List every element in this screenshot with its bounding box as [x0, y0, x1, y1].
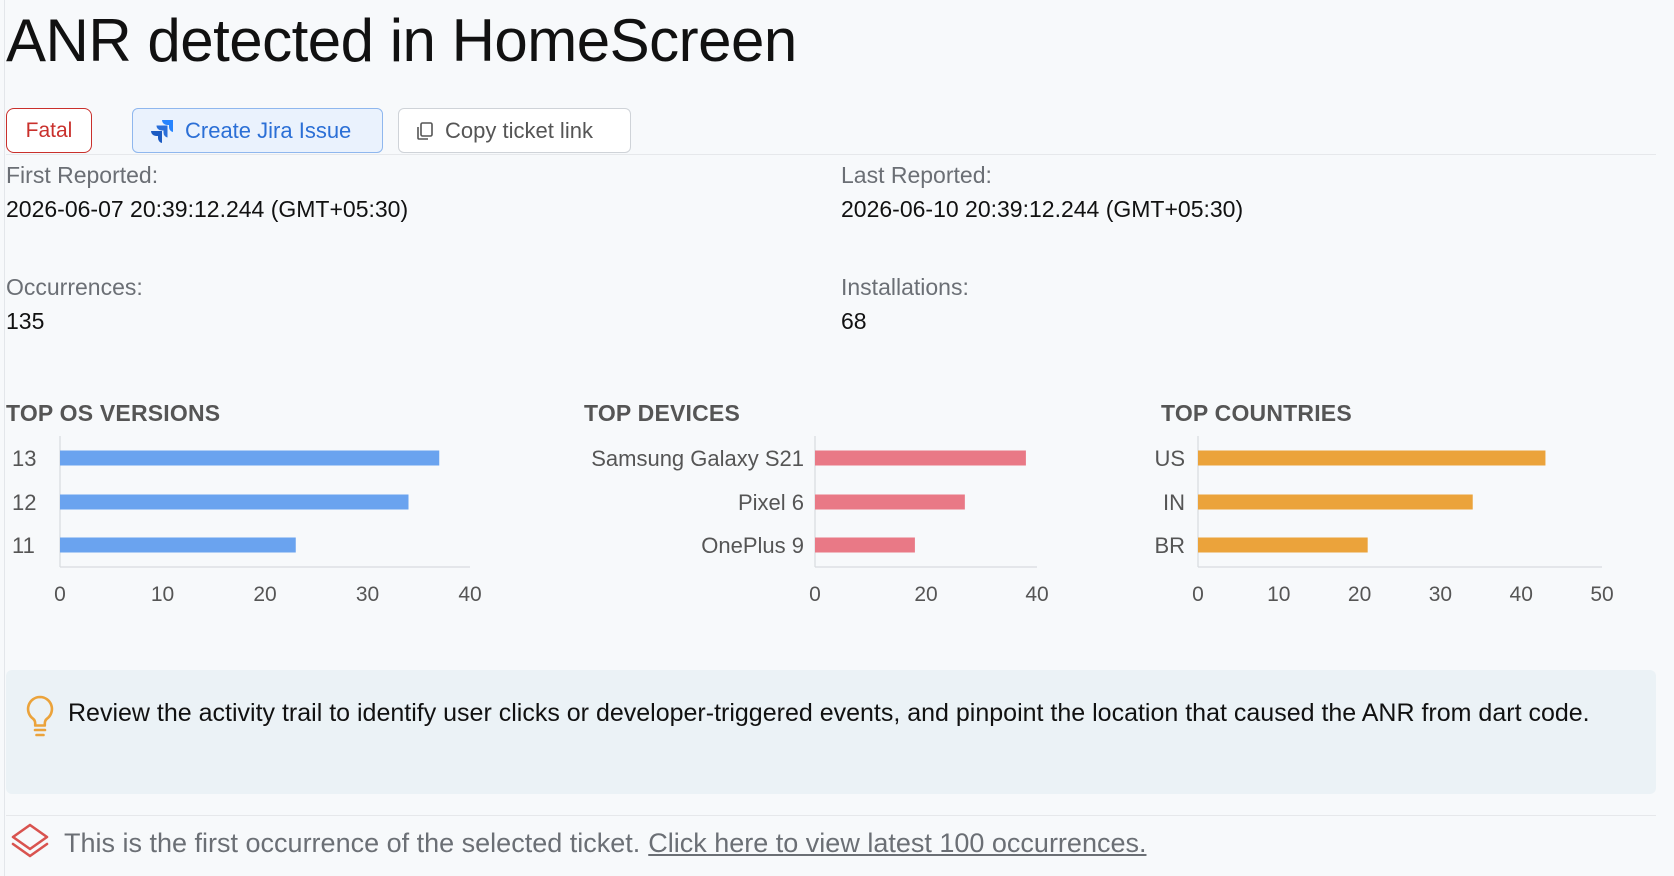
- category-label-0: US: [1154, 446, 1185, 471]
- os-versions-chart: 13 12 11 0 10 20 30 40: [12, 436, 482, 606]
- jira-icon: [151, 119, 173, 143]
- x-tick-label-4: 40: [458, 583, 481, 606]
- bar-1: [1198, 494, 1473, 510]
- x-tick-label-0: 0: [809, 583, 821, 606]
- x-tick-label-3: 30: [1429, 583, 1452, 606]
- copy-icon: [417, 121, 433, 140]
- action-bar: Fatal Create Jira Issue Copy ticket link: [6, 108, 1656, 154]
- countries-chart: US IN BR 0 10 20 30 40 50: [1154, 436, 1614, 606]
- category-label-1: IN: [1163, 490, 1185, 515]
- occurrences-value: 135: [6, 308, 45, 334]
- first-occurrence-text: This is the first occurrence of the sele…: [64, 827, 641, 858]
- bar-0: [1198, 450, 1546, 466]
- severity-badge: Fatal: [6, 108, 92, 153]
- x-tick-label-2: 20: [253, 583, 276, 606]
- bar-1: [60, 494, 409, 510]
- last-reported-value: 2026-06-10 20:39:12.244 (GMT+05:30): [841, 196, 1244, 222]
- os-versions-chart-title: TOP OS VERSIONS: [6, 400, 221, 426]
- x-tick-label-5: 50: [1590, 583, 1613, 606]
- installations-value: 68: [841, 308, 867, 334]
- header-divider: [6, 154, 1656, 155]
- x-tick-label-0: 0: [1192, 583, 1204, 606]
- layers-icon: [11, 823, 49, 858]
- last-reported-label: Last Reported:: [841, 162, 992, 188]
- first-reported-label: First Reported:: [6, 162, 159, 188]
- footer-divider: [6, 815, 1656, 816]
- bar-1: [815, 494, 965, 510]
- category-label-0: 13: [12, 446, 36, 471]
- x-tick-label-2: 40: [1025, 583, 1048, 606]
- hint-text: Review the activity trail to identify us…: [68, 699, 1590, 727]
- copy-ticket-link-label: Copy ticket link: [445, 117, 593, 143]
- left-divider: [4, 0, 5, 876]
- create-jira-issue-label: Create Jira Issue: [185, 117, 352, 143]
- x-tick-label-4: 40: [1510, 583, 1533, 606]
- x-tick-label-1: 10: [1267, 583, 1290, 606]
- x-tick-label-1: 20: [914, 583, 937, 606]
- x-tick-label-2: 20: [1348, 583, 1371, 606]
- lightbulb-icon: [26, 695, 54, 737]
- bar-2: [815, 537, 915, 553]
- category-label-2: BR: [1154, 533, 1185, 558]
- category-label-2: OnePlus 9: [701, 533, 804, 558]
- x-tick-label-3: 30: [356, 583, 379, 606]
- occurrence-footer: This is the first occurrence of the sele…: [6, 818, 1656, 868]
- x-tick-label-0: 0: [54, 583, 66, 606]
- category-label-2: 11: [12, 533, 35, 558]
- installations-label: Installations:: [841, 274, 969, 300]
- category-label-1: Pixel 6: [738, 490, 804, 515]
- page-title: ANR detected in HomeScreen: [6, 7, 797, 74]
- occurrences-label: Occurrences:: [6, 274, 143, 300]
- countries-chart-title: TOP COUNTRIES: [1161, 400, 1352, 426]
- create-jira-issue-button[interactable]: Create Jira Issue: [132, 108, 383, 153]
- category-label-1: 12: [12, 490, 36, 515]
- copy-ticket-link-button[interactable]: Copy ticket link: [398, 108, 631, 153]
- devices-chart: Samsung Galaxy S21 Pixel 6 OnePlus 9 0 20 40: [591, 436, 1049, 606]
- bar-2: [60, 537, 296, 553]
- view-latest-occurrences-link[interactable]: Click here to view latest 100 occurrence…: [648, 827, 1147, 858]
- bar-0: [60, 450, 440, 466]
- hint-banner: Review the activity trail to identify us…: [6, 670, 1656, 794]
- x-tick-label-1: 10: [151, 583, 174, 606]
- first-reported-value: 2026-06-07 20:39:12.244 (GMT+05:30): [6, 196, 409, 222]
- bar-2: [1198, 537, 1368, 553]
- bar-0: [815, 450, 1026, 466]
- devices-chart-title: TOP DEVICES: [584, 400, 741, 426]
- category-label-0: Samsung Galaxy S21: [591, 446, 804, 471]
